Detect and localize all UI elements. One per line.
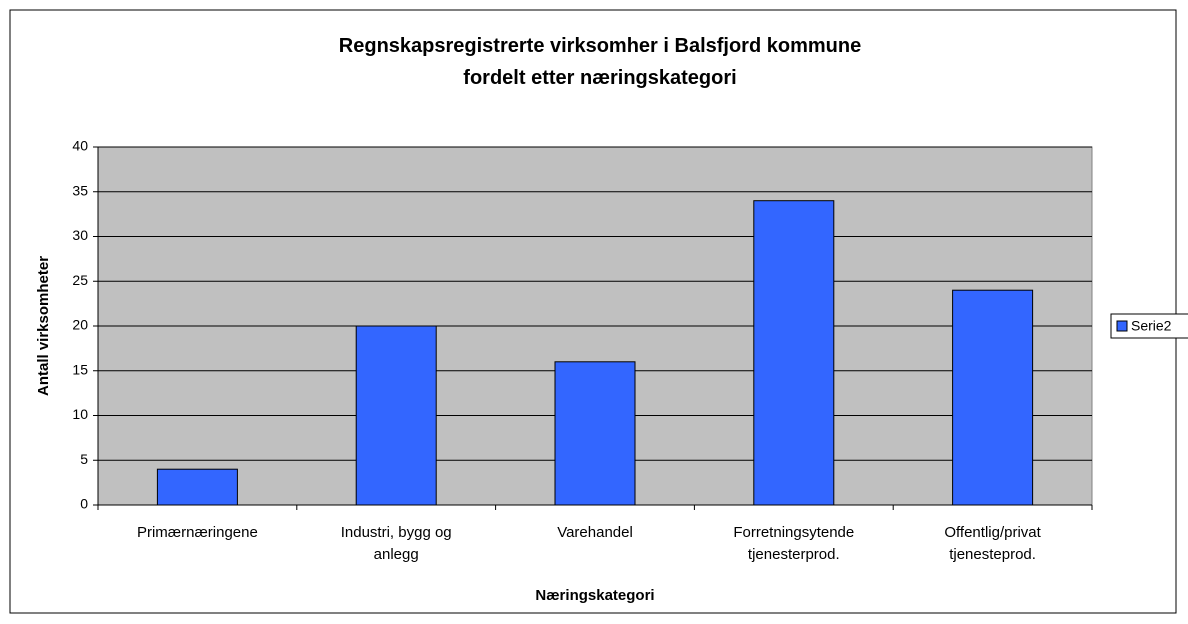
x-tick-label: Industri, bygg og anlegg — [340, 524, 452, 563]
bar — [156, 468, 238, 506]
bar — [355, 325, 437, 506]
y-tick-label: 5 — [80, 451, 88, 467]
y-tick-label: 40 — [72, 138, 88, 154]
x-tick-label: Offentlig/privat tjenesteprod. — [944, 524, 1041, 563]
y-axis-title: Antall virksomheter — [35, 256, 52, 396]
y-tick-label: 30 — [72, 227, 88, 243]
x-tick-label: Forretningsytende tjenesterprod. — [733, 524, 855, 563]
x-axis-title: Næringskategori — [535, 587, 654, 604]
legend-swatch — [1116, 320, 1128, 332]
legend-label: Serie2 — [1131, 318, 1172, 334]
x-tick-label: Varehandel — [557, 524, 633, 541]
y-tick-label: 15 — [72, 361, 88, 377]
y-tick-label: 10 — [72, 406, 88, 422]
y-tick-label: 35 — [72, 182, 88, 198]
x-tick-label: Primærnæringene — [136, 524, 258, 541]
bar — [753, 200, 835, 506]
bar — [554, 361, 636, 506]
chart-title: Regnskapsregistrerte virksomher i Balsfj… — [338, 35, 862, 89]
y-tick-label: 0 — [80, 496, 88, 512]
bar — [952, 289, 1034, 506]
y-tick-label: 25 — [72, 272, 88, 288]
y-tick-label: 20 — [72, 317, 88, 333]
